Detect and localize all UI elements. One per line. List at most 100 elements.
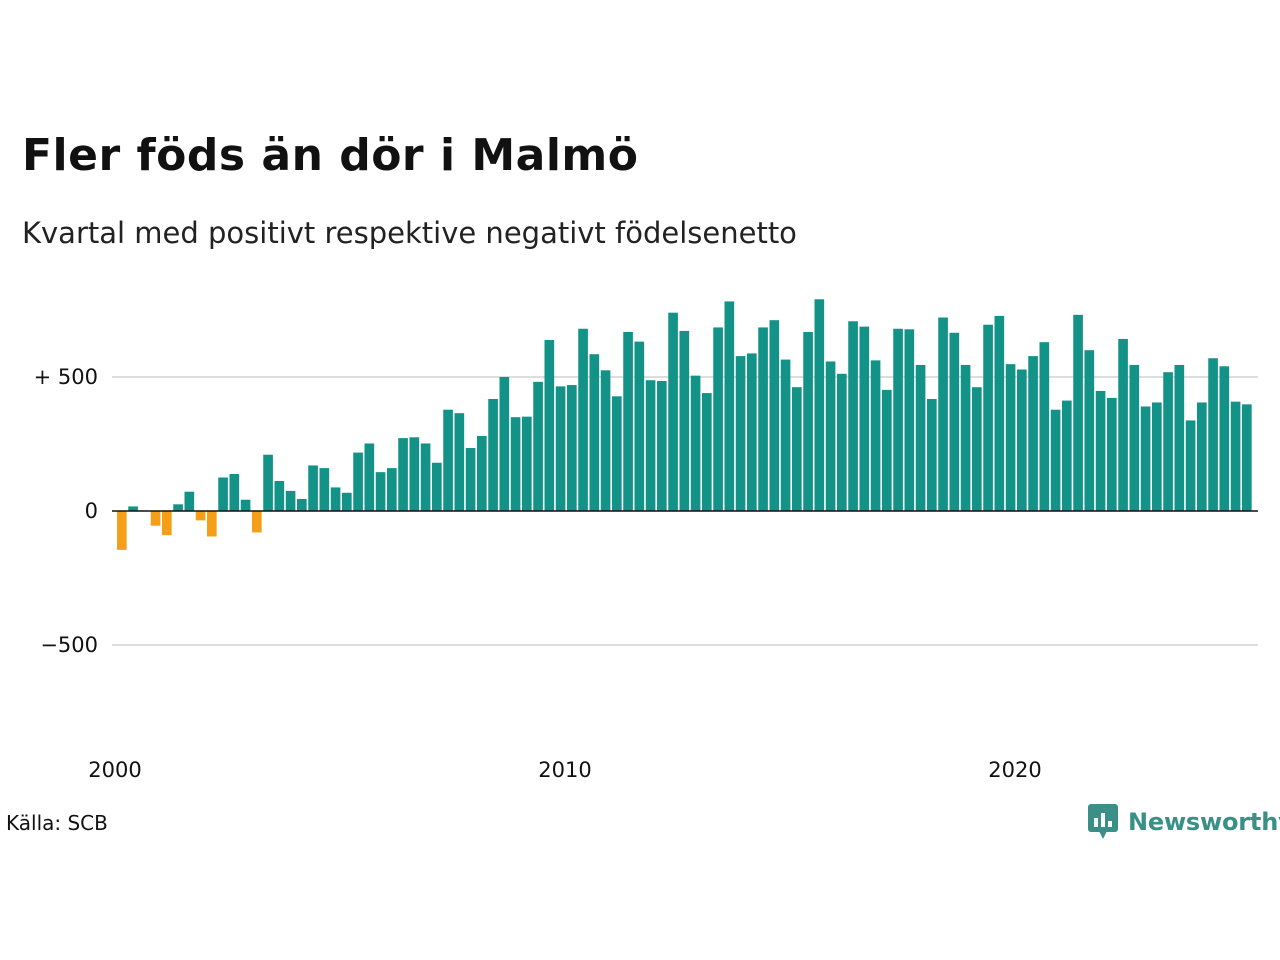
bar	[465, 448, 476, 511]
bar	[994, 315, 1005, 511]
bar	[364, 443, 375, 511]
x-tick-label: 2010	[538, 758, 591, 782]
bar	[308, 465, 318, 511]
bar	[1163, 372, 1173, 511]
bar	[1208, 358, 1218, 511]
bar	[825, 361, 836, 511]
bar	[814, 299, 825, 511]
bar	[443, 409, 453, 511]
bar	[702, 393, 712, 511]
bar	[634, 341, 645, 511]
bar	[1039, 342, 1050, 511]
bar	[735, 356, 746, 511]
bar	[578, 328, 588, 511]
bar	[1230, 401, 1241, 511]
bar	[803, 331, 813, 511]
bar	[623, 331, 633, 511]
bar-chart: −500 0 + 500 2000 2010 2020	[34, 299, 1258, 782]
bar	[477, 435, 487, 511]
bar	[319, 468, 330, 511]
bar	[713, 327, 723, 511]
bar	[1152, 402, 1162, 511]
bar	[893, 328, 903, 511]
bar	[240, 499, 251, 511]
newsworthy-chart-icon	[1088, 804, 1118, 839]
bar	[555, 386, 566, 511]
bar	[274, 480, 285, 511]
bar	[1073, 314, 1083, 511]
y-tick-label: 0	[85, 499, 98, 523]
bar	[454, 413, 465, 511]
bar	[499, 377, 510, 511]
bar	[960, 364, 971, 511]
bar	[150, 511, 161, 526]
bar	[229, 474, 240, 511]
y-tick-label: −500	[40, 633, 98, 657]
bar	[522, 416, 532, 511]
bar	[882, 389, 892, 511]
bar	[600, 370, 611, 511]
bar	[859, 326, 870, 511]
bar	[1242, 404, 1252, 511]
y-tick-label: + 500	[34, 365, 98, 389]
bar	[1062, 400, 1072, 511]
newsworthy-logo: Newsworthy	[1088, 804, 1280, 840]
bar	[1028, 356, 1038, 511]
bar	[297, 498, 307, 511]
bar	[117, 511, 127, 550]
bar	[510, 417, 521, 511]
bar	[972, 387, 982, 511]
bar	[758, 327, 768, 511]
bar	[848, 321, 858, 511]
bar	[837, 373, 847, 511]
axis-labels: −500 0 + 500 2000 2010 2020	[34, 365, 1042, 782]
bar	[612, 396, 622, 511]
bar	[949, 332, 960, 511]
bar	[387, 468, 397, 511]
bar	[792, 387, 802, 511]
bar	[769, 320, 780, 511]
bar	[195, 511, 206, 521]
bar	[668, 312, 678, 511]
bar	[544, 340, 555, 511]
bar	[375, 472, 386, 511]
bar	[927, 398, 937, 511]
bar	[432, 462, 442, 511]
bar	[1129, 364, 1140, 511]
bar	[1219, 366, 1230, 511]
bar	[398, 438, 408, 511]
bar	[904, 329, 915, 511]
bar	[353, 452, 363, 511]
bar	[589, 354, 600, 511]
bar	[342, 492, 352, 511]
bar	[1084, 350, 1095, 511]
bar	[724, 301, 735, 511]
bar	[184, 491, 195, 511]
logo-text: Newsworthy	[1128, 808, 1280, 836]
bar	[1017, 369, 1027, 511]
bar	[747, 353, 757, 511]
bar	[1140, 406, 1151, 511]
bar	[1174, 364, 1185, 511]
bar	[679, 330, 690, 511]
x-tick-label: 2000	[88, 758, 141, 782]
bar	[1118, 338, 1128, 511]
bar	[780, 359, 791, 511]
bar	[218, 477, 228, 511]
bar	[915, 364, 926, 511]
bar	[252, 511, 262, 533]
bar	[409, 437, 420, 511]
bar	[1197, 402, 1207, 511]
chart-subtitle: Kvartal med positivt respektive negativt…	[22, 216, 797, 250]
bar	[1050, 409, 1061, 511]
bar	[1005, 364, 1016, 511]
bar	[533, 381, 543, 511]
bar	[1095, 390, 1106, 511]
bar	[488, 398, 498, 511]
bar	[657, 381, 667, 511]
bar	[285, 490, 296, 511]
bars	[117, 299, 1252, 550]
bar	[645, 380, 656, 511]
bar	[162, 511, 172, 536]
bar	[263, 454, 273, 511]
